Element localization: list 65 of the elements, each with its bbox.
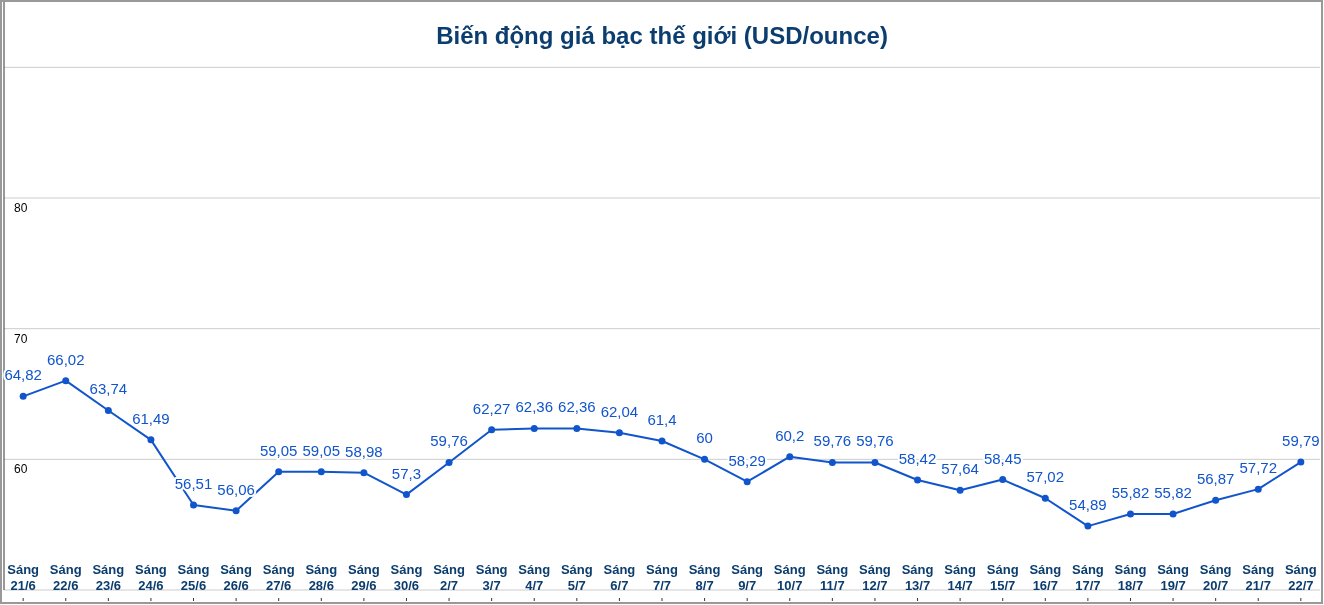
x-tick-label: Sáng 17/7	[1071, 562, 1104, 593]
data-label: 66,02	[46, 350, 85, 368]
data-label: 62,27	[472, 399, 511, 417]
x-tick-label: Sáng 13/7	[901, 562, 934, 593]
x-tick-label: Sáng 8/7	[688, 562, 721, 593]
data-label: 62,36	[515, 398, 554, 416]
x-tick-label: Sáng 14/7	[944, 562, 977, 593]
data-label: 57,72	[1239, 459, 1278, 477]
data-label: 59,05	[302, 441, 341, 459]
text: Biến động giá bạc thế giới (USD/ounce)	[436, 22, 888, 49]
x-tick-label: Sáng 28/6	[305, 562, 338, 593]
x-tick-label: Sáng 9/7	[731, 562, 764, 593]
x-tick-label: Sáng 6/7	[603, 562, 636, 593]
data-label: 54,89	[1069, 496, 1107, 514]
data-label: 55,82	[1154, 483, 1192, 501]
data-label: 59,76	[813, 432, 852, 450]
x-tick-label: Sáng 29/6	[347, 562, 380, 593]
data-label: 58,45	[983, 449, 1022, 467]
data-label: 58,29	[728, 451, 766, 469]
data-label: 59,05	[259, 441, 298, 459]
data-label: 64,82	[4, 366, 42, 384]
x-tick-label: Sáng 5/7	[560, 562, 593, 593]
data-label: 60	[696, 429, 713, 447]
x-tick-label: Sáng 21/6	[7, 562, 40, 593]
x-tick-label: Sáng 10/7	[773, 562, 806, 593]
x-tick-label: Sáng 3/7	[475, 562, 508, 593]
data-label: 58,98	[345, 442, 383, 460]
x-tick-label: Sáng 7/7	[646, 562, 678, 593]
y-tick-label: 80	[14, 201, 28, 215]
x-tick-label: Sáng 22/7	[1284, 562, 1317, 593]
data-label: 58,42	[898, 449, 937, 467]
y-tick-label: 70	[14, 331, 28, 346]
data-label: 59,79	[1282, 432, 1320, 450]
data-label: 57,02	[1026, 468, 1065, 486]
data-label: 59,76	[430, 432, 468, 450]
y-tick-label: 60	[14, 462, 28, 477]
data-label: 62,04	[600, 402, 639, 420]
data-label: 57,3	[391, 464, 422, 482]
data-label: 61,49	[132, 409, 170, 427]
data-label: 57,64	[941, 460, 979, 478]
x-tick-label: Sáng 27/6	[262, 562, 295, 593]
x-tick-label: Sáng 30/6	[390, 562, 423, 593]
x-tick-label: Sáng 2/7	[433, 562, 465, 593]
x-tick-label: Sáng 4/7	[518, 562, 551, 593]
x-tick-label: Sáng 23/6	[92, 562, 125, 593]
x-tick-label: Sáng 19/7	[1157, 562, 1190, 593]
x-tick-label: Sáng 15/7	[986, 562, 1019, 593]
data-label: 61,4	[647, 411, 677, 429]
data-label: 60,2	[775, 426, 805, 444]
data-label: 59,76	[856, 432, 894, 450]
x-tick-label: Sáng 20/7	[1199, 562, 1232, 593]
x-tick-label: Sáng 18/7	[1114, 562, 1147, 593]
x-tick-label: Sáng 12/7	[859, 562, 891, 593]
x-tick-label: Sáng 21/7	[1242, 562, 1275, 593]
data-label: 56,06	[217, 480, 255, 498]
data-label: 63,74	[89, 380, 128, 398]
x-tick-label: Sáng 25/6	[177, 562, 210, 593]
data-label: 55,82	[1111, 483, 1150, 501]
x-tick-label: Sáng 16/7	[1029, 562, 1062, 593]
x-tick-label: Sáng 24/6	[135, 562, 167, 593]
x-tick-label: Sáng 22/6	[49, 562, 82, 593]
data-label: 56,87	[1196, 470, 1235, 488]
x-tick-label: Sáng 26/6	[220, 562, 253, 593]
data-label: 62,36	[558, 398, 596, 416]
x-tick-label: Sáng 11/7	[816, 562, 849, 593]
